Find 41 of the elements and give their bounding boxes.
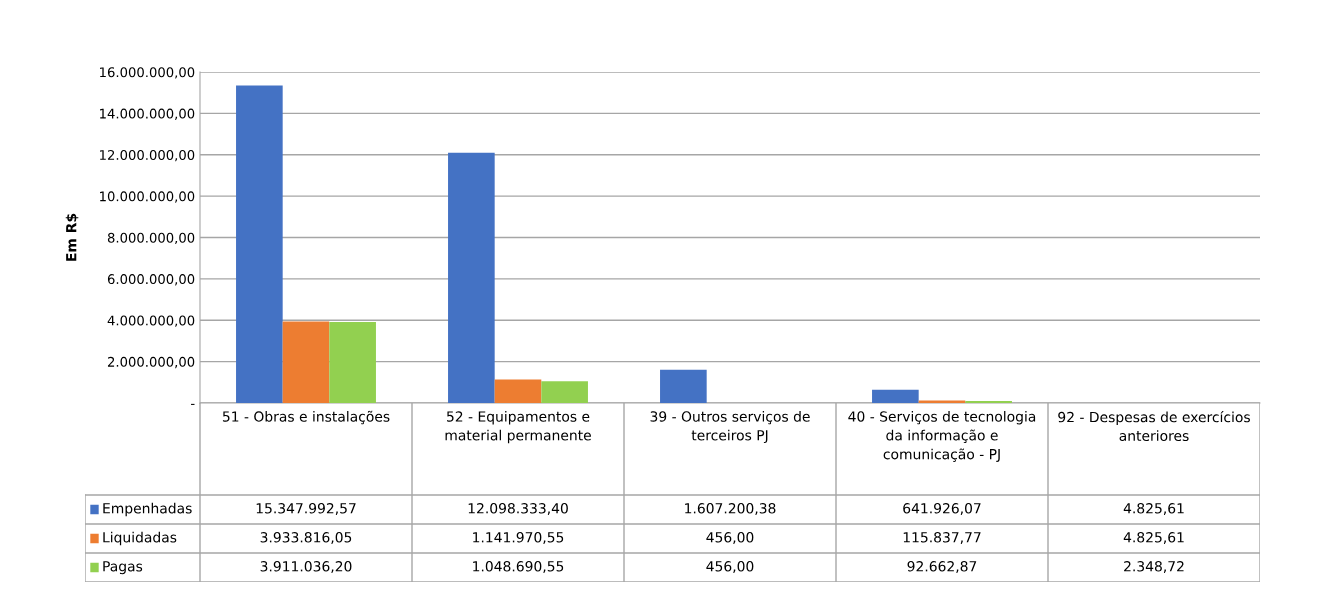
legend-label: Empenhadas: [103, 502, 192, 517]
x-tick-label: 51 - Obras e instalações: [222, 410, 390, 425]
x-tick-label: 40 - Serviços de tecnologia da informação e comunicação - PJ: [848, 411, 1036, 462]
x-tick-label: 39 - Outros serviços de terceiros PJ: [650, 411, 810, 444]
bar: [282, 321, 330, 403]
y-tick-label: 2.000.000,00: [107, 356, 195, 369]
data-label: 92.662,87: [907, 561, 977, 573]
x-tick-label: 52 - Equipamentos e material permanente: [445, 411, 591, 444]
data-label: 1.048.690,55: [473, 561, 564, 573]
data-label: 3.933.816,05: [260, 532, 352, 544]
y-tick-label: 6.000.000,00: [107, 274, 195, 286]
data-label: 3.911.036,20: [260, 561, 352, 573]
y-axis-title: Em R$: [65, 213, 79, 261]
data-label: 12.098.333,40: [468, 503, 568, 515]
data-label: 2.348,72: [1124, 561, 1184, 573]
data-label: 4.825,61: [1123, 503, 1184, 515]
bar: [448, 152, 495, 403]
bar: [541, 381, 588, 403]
data-label: 1.607.200,38: [685, 503, 776, 515]
data-label: 4.825,61: [1123, 532, 1184, 544]
data-label: 1.141.970,55: [473, 532, 564, 544]
x-tick-label: 92 - Despesas de exercícios anteriores: [1058, 411, 1250, 442]
data-label: 115.837,77: [903, 532, 981, 544]
bar: [236, 85, 283, 403]
y-tick-label: -: [191, 403, 195, 405]
data-label: 641.926,07: [903, 503, 981, 515]
bar: [494, 379, 542, 403]
y-tick-label: 4.000.000,00: [107, 315, 195, 327]
bar: [660, 369, 707, 403]
legend-label: Pagas: [103, 561, 143, 575]
y-tick-label: 12.000.000,00: [100, 149, 195, 162]
data-label: 456,00: [706, 532, 754, 544]
bar: [329, 322, 376, 403]
data-label: 15.347.992,57: [256, 503, 356, 515]
y-tick-label: 16.000.000,00: [100, 67, 195, 79]
data-label: 456,00: [706, 561, 754, 573]
y-tick-label: 14.000.000,00: [100, 108, 195, 120]
legend-label: Liquidadas: [103, 531, 177, 546]
y-tick-label: 10.000.000,00: [100, 191, 195, 203]
bar: [872, 389, 919, 403]
y-tick-label: 8.000.000,00: [107, 232, 195, 245]
